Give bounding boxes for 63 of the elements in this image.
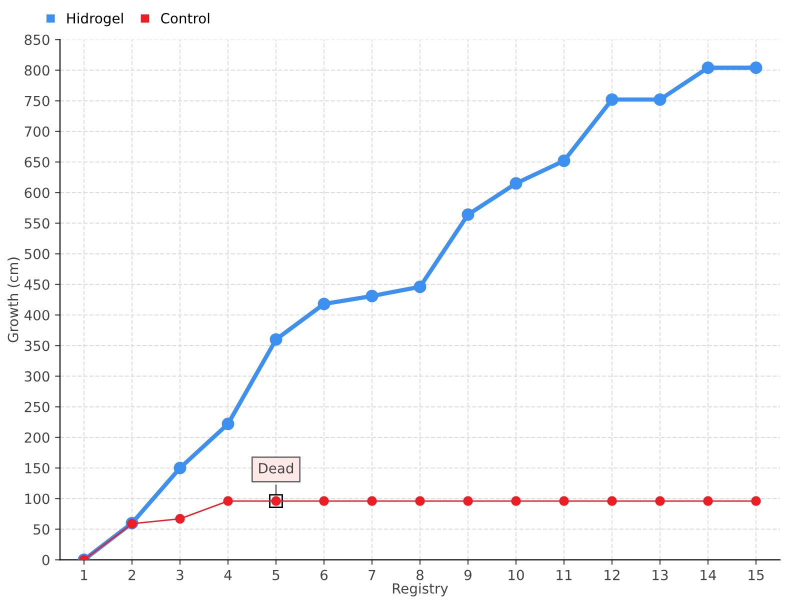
x-tick-label: 12: [604, 570, 620, 580]
y-tick-label: 850: [24, 34, 50, 46]
point: [414, 280, 426, 294]
point: [702, 62, 714, 74]
point: [463, 496, 473, 506]
y-tick-label: 800: [24, 65, 50, 76]
point: [319, 496, 329, 506]
point: [750, 62, 762, 74]
x-tick-label: 9: [464, 570, 472, 580]
x-axis-title: Registry: [392, 582, 448, 596]
y-tick-label: 650: [24, 156, 50, 168]
point: [222, 418, 234, 430]
point: [223, 496, 233, 506]
x-tick-label: 10: [508, 570, 524, 580]
point: [175, 514, 185, 524]
x-tick-label: 11: [556, 570, 572, 580]
x-tick-label: 6: [320, 570, 328, 580]
point: [607, 496, 617, 506]
y-tick-label: 350: [24, 340, 50, 352]
point: [367, 496, 377, 506]
point: [462, 208, 474, 221]
y-tick-label: 100: [25, 494, 50, 504]
y-tick-label: 450: [24, 279, 50, 290]
annotation: Dead: [259, 462, 294, 474]
legend-label: Hidrogel: [67, 12, 123, 26]
y-tick-label: 750: [24, 96, 50, 106]
point: [510, 177, 522, 190]
y-tick-label: 200: [24, 432, 50, 443]
x-tick-label: 1: [81, 570, 88, 580]
y-tick-label: 700: [24, 126, 50, 137]
point: [654, 93, 666, 106]
point: [703, 496, 713, 506]
y-axis-title: Growth (cm): [8, 258, 20, 342]
x-tick-label: 2: [128, 570, 136, 580]
point: [559, 496, 569, 506]
point: [511, 496, 521, 506]
point: [558, 154, 570, 168]
x-tick-label: 4: [224, 570, 232, 580]
point: [366, 290, 378, 302]
x-tick-label: 15: [748, 570, 764, 580]
x-tick-label: 5: [272, 570, 280, 580]
y-tick-label: 0: [42, 554, 50, 566]
point: [655, 496, 665, 506]
y-tick-label: 150: [25, 462, 50, 474]
point: [318, 298, 330, 310]
y-tick-label: 600: [24, 188, 50, 198]
x-tick-label: 14: [700, 570, 716, 580]
x-tick-label: 13: [652, 570, 668, 580]
x-tick-label: 7: [368, 570, 376, 580]
x-tick-label: 8: [416, 570, 424, 580]
x-tick-label: 3: [176, 570, 184, 580]
point: [415, 496, 425, 506]
y-tick-label: 50: [34, 524, 50, 535]
point: [174, 462, 186, 474]
point: [606, 93, 618, 106]
y-tick-label: 400: [24, 310, 50, 320]
point: [270, 333, 282, 346]
y-tick-label: 550: [24, 218, 50, 229]
y-tick-label: 300: [24, 371, 50, 382]
legend-label: Control: [161, 12, 210, 24]
point: [751, 496, 761, 506]
y-tick-label: 500: [24, 248, 50, 260]
y-tick-label: 250: [24, 402, 50, 412]
